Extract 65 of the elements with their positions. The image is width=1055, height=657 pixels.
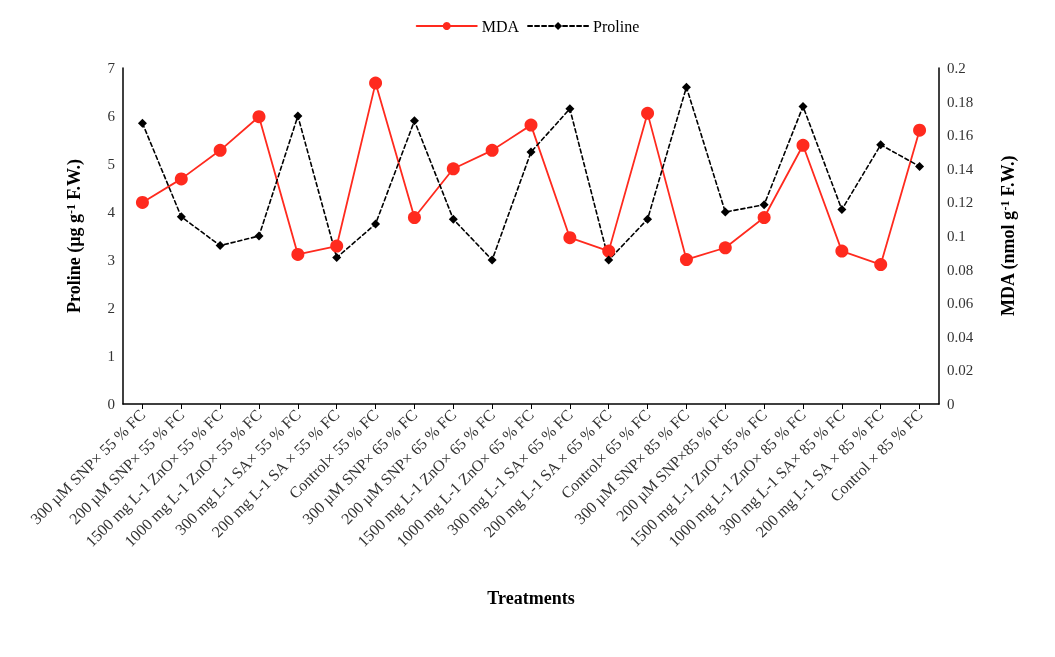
y2-tick-label: 0.1 (947, 228, 966, 244)
point (487, 255, 497, 265)
point (796, 138, 810, 152)
point (718, 241, 732, 255)
point (835, 244, 849, 258)
y2-tick-label: 0.02 (947, 362, 974, 379)
point (137, 118, 147, 128)
y2-tick-label: 0.08 (947, 261, 974, 278)
y-tick-label: 4 (107, 204, 116, 220)
point (874, 258, 888, 272)
point (604, 255, 614, 265)
point (254, 231, 264, 241)
point (332, 253, 342, 263)
point (330, 239, 344, 253)
y2-tick-label: 0.2 (947, 60, 966, 76)
legend-label: MDA (481, 17, 520, 35)
point (135, 195, 149, 209)
point (369, 76, 383, 90)
point (757, 211, 771, 225)
point (176, 212, 186, 222)
point (641, 106, 655, 120)
y-tick-label: 0 (107, 396, 115, 412)
point (759, 200, 769, 210)
point (291, 247, 305, 261)
point (213, 143, 227, 157)
point (526, 147, 536, 157)
y2-tick-label: 0.14 (947, 160, 974, 177)
y2-tick-label: 0.12 (947, 194, 974, 211)
point (798, 101, 808, 111)
y-tick-label: 7 (107, 60, 116, 76)
legend-label: Proline (593, 17, 640, 35)
point (371, 219, 381, 229)
point (681, 82, 691, 92)
point (565, 104, 575, 114)
point (524, 118, 538, 132)
point (174, 172, 188, 186)
point (837, 205, 847, 215)
point (913, 123, 927, 137)
point (215, 241, 225, 251)
x-axis-title: Treatments (487, 588, 575, 608)
point (679, 253, 693, 267)
y-tick-label: 3 (107, 252, 115, 268)
y2-tick-label: 0.04 (947, 328, 974, 345)
y2-tick-label: 0.16 (947, 127, 974, 144)
y2-tick-label: 0.06 (947, 295, 974, 312)
y-tick-label: 2 (107, 300, 115, 316)
point (876, 140, 886, 150)
point (720, 207, 730, 217)
y2-tick-label: 0.18 (947, 93, 974, 110)
point (293, 111, 303, 121)
point (409, 116, 419, 126)
point (252, 110, 266, 124)
y2-tick-label: 0 (947, 396, 955, 412)
point (446, 162, 460, 176)
point (563, 231, 577, 245)
point (643, 214, 653, 224)
point (407, 211, 421, 225)
point (448, 214, 458, 224)
point (602, 244, 616, 258)
y-tick-label: 1 (107, 348, 115, 364)
y-tick-label: 6 (107, 108, 116, 124)
point (485, 143, 499, 157)
y2-axis-title: MDA (nmol g-1 F.W.) (998, 155, 1019, 316)
point (915, 161, 925, 171)
y-tick-label: 5 (107, 156, 115, 172)
